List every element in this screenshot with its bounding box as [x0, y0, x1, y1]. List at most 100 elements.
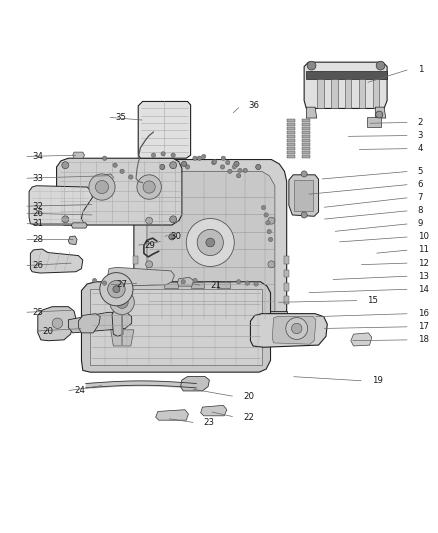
- Circle shape: [234, 161, 239, 166]
- Text: 20: 20: [42, 327, 53, 336]
- Text: 24: 24: [74, 386, 85, 395]
- Text: 7: 7: [418, 193, 423, 202]
- Text: 5: 5: [418, 167, 423, 176]
- Polygon shape: [180, 376, 209, 391]
- Polygon shape: [147, 171, 275, 320]
- Bar: [302, 119, 310, 123]
- Polygon shape: [108, 268, 174, 286]
- Circle shape: [186, 219, 234, 266]
- Bar: [287, 143, 294, 146]
- Polygon shape: [71, 223, 87, 228]
- Circle shape: [108, 280, 125, 298]
- Bar: [287, 131, 294, 134]
- Bar: [345, 79, 351, 108]
- Text: 9: 9: [418, 219, 423, 228]
- Bar: [133, 296, 138, 304]
- Polygon shape: [29, 185, 92, 225]
- Bar: [302, 155, 310, 158]
- Polygon shape: [251, 313, 327, 348]
- Circle shape: [193, 156, 197, 160]
- Circle shape: [102, 281, 107, 285]
- Bar: [287, 135, 294, 139]
- Bar: [191, 282, 204, 288]
- Polygon shape: [177, 277, 194, 286]
- Polygon shape: [375, 107, 386, 118]
- Circle shape: [181, 161, 187, 166]
- Text: 35: 35: [115, 112, 126, 122]
- Circle shape: [185, 165, 190, 169]
- Polygon shape: [30, 249, 83, 273]
- Circle shape: [52, 318, 63, 328]
- Circle shape: [376, 61, 385, 70]
- Circle shape: [212, 159, 217, 164]
- Text: 20: 20: [243, 392, 254, 401]
- Bar: [359, 79, 365, 108]
- Text: 22: 22: [243, 413, 254, 422]
- Bar: [284, 270, 289, 277]
- Circle shape: [268, 217, 275, 224]
- Text: 8: 8: [418, 206, 423, 215]
- Circle shape: [102, 156, 107, 160]
- Circle shape: [268, 261, 275, 268]
- Text: 30: 30: [170, 232, 181, 241]
- Polygon shape: [269, 311, 287, 327]
- Bar: [287, 119, 294, 123]
- Bar: [287, 139, 294, 142]
- Circle shape: [197, 156, 201, 160]
- Circle shape: [171, 153, 175, 157]
- Polygon shape: [134, 159, 287, 327]
- Bar: [302, 131, 310, 134]
- Circle shape: [181, 280, 185, 284]
- Bar: [317, 79, 324, 108]
- Circle shape: [376, 111, 383, 118]
- Bar: [287, 151, 294, 154]
- Text: 3: 3: [418, 131, 423, 140]
- Circle shape: [286, 318, 307, 340]
- Bar: [287, 127, 294, 131]
- Bar: [284, 282, 289, 290]
- Bar: [302, 135, 310, 139]
- Bar: [287, 147, 294, 150]
- Text: 12: 12: [418, 259, 429, 268]
- Bar: [287, 123, 294, 126]
- Circle shape: [243, 168, 247, 173]
- Circle shape: [254, 282, 258, 286]
- Text: 18: 18: [418, 335, 429, 344]
- Circle shape: [161, 152, 165, 156]
- Text: 1: 1: [418, 64, 423, 74]
- Bar: [302, 127, 310, 131]
- Text: 23: 23: [204, 418, 215, 427]
- Circle shape: [129, 175, 133, 179]
- Circle shape: [143, 181, 155, 193]
- Bar: [306, 71, 387, 79]
- Circle shape: [307, 61, 316, 70]
- Polygon shape: [81, 282, 271, 372]
- Text: 10: 10: [418, 232, 429, 241]
- Circle shape: [201, 154, 206, 159]
- Polygon shape: [38, 306, 76, 341]
- Circle shape: [62, 161, 69, 169]
- Circle shape: [268, 237, 273, 241]
- Polygon shape: [78, 313, 100, 333]
- Circle shape: [221, 156, 226, 160]
- Circle shape: [146, 261, 152, 268]
- Circle shape: [113, 163, 117, 167]
- Bar: [331, 79, 338, 108]
- Circle shape: [232, 165, 237, 169]
- Polygon shape: [73, 152, 85, 158]
- Circle shape: [266, 221, 270, 225]
- Polygon shape: [57, 158, 182, 225]
- Text: 15: 15: [367, 296, 378, 305]
- Text: 31: 31: [32, 219, 43, 228]
- Bar: [302, 147, 310, 150]
- Circle shape: [62, 216, 69, 223]
- Polygon shape: [68, 312, 132, 333]
- Text: 11: 11: [418, 245, 429, 254]
- Circle shape: [261, 205, 266, 210]
- Circle shape: [110, 290, 134, 314]
- Polygon shape: [304, 62, 387, 108]
- Circle shape: [120, 169, 124, 174]
- Circle shape: [170, 216, 177, 223]
- Text: 36: 36: [249, 101, 260, 110]
- Circle shape: [301, 171, 307, 177]
